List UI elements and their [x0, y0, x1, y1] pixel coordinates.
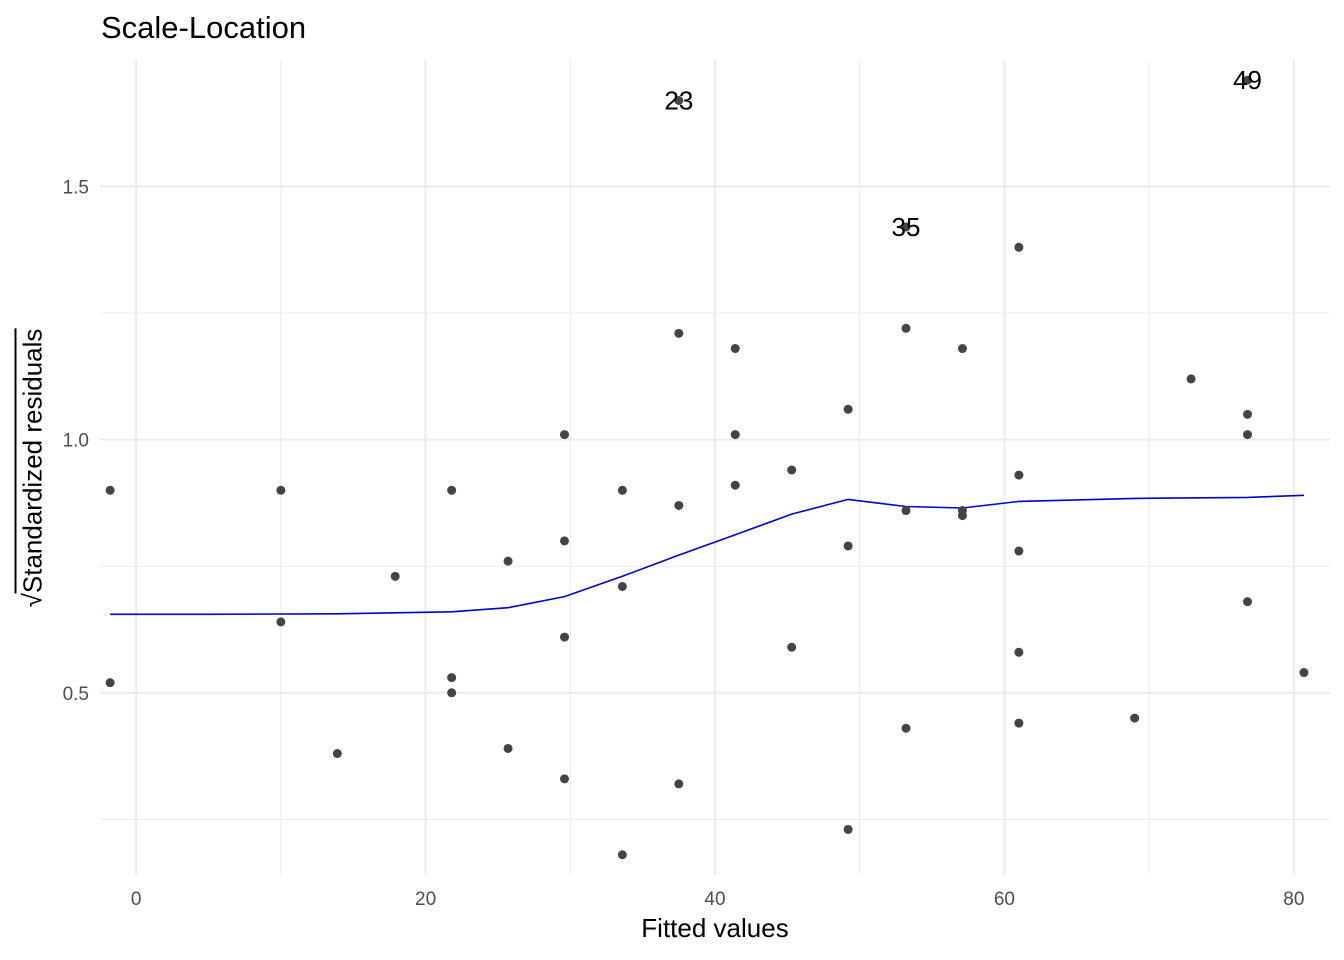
data-point	[730, 430, 740, 440]
data-point	[617, 485, 627, 495]
data-point	[503, 743, 513, 753]
data-point	[276, 485, 286, 495]
data-point	[105, 485, 115, 495]
point-labels-layer: 23 35 49	[664, 65, 1262, 242]
data-point	[560, 632, 570, 642]
data-point	[957, 344, 967, 354]
data-point	[843, 824, 853, 834]
data-point	[390, 571, 400, 581]
data-point	[1243, 409, 1253, 419]
data-point	[560, 536, 570, 546]
data-point	[730, 480, 740, 490]
point-label: 49	[1233, 65, 1262, 95]
data-point	[560, 774, 570, 784]
y-axis-label-container: √Standardized residuals	[10, 60, 56, 875]
data-point	[1014, 718, 1024, 728]
data-point	[843, 541, 853, 551]
y-tick-label: 1.5	[63, 178, 89, 199]
data-point	[1243, 430, 1253, 440]
data-point	[674, 500, 684, 510]
data-point	[901, 723, 911, 733]
data-point	[843, 404, 853, 414]
x-tick-label: 20	[415, 889, 436, 910]
point-label: 23	[664, 85, 693, 115]
data-point	[447, 485, 457, 495]
data-point	[674, 95, 684, 105]
data-point	[332, 749, 342, 759]
data-point	[105, 678, 115, 688]
data-point	[730, 344, 740, 354]
data-point	[447, 688, 457, 698]
data-point	[1243, 75, 1253, 85]
data-point	[1014, 647, 1024, 657]
x-tick-label: 0	[131, 889, 142, 910]
x-tick-label: 80	[1283, 889, 1304, 910]
data-point	[1186, 374, 1196, 384]
data-point	[787, 642, 797, 652]
y-tick-label: 0.5	[63, 684, 89, 705]
data-point	[674, 779, 684, 789]
data-point	[1130, 713, 1140, 723]
x-tick-labels: 0 20 40 60 80	[131, 889, 1305, 910]
x-axis-label: Fitted values	[641, 913, 789, 943]
data-point	[787, 465, 797, 475]
points-layer	[105, 75, 1309, 860]
major-gridlines	[100, 60, 1330, 875]
x-tick-label: 40	[704, 889, 725, 910]
data-point	[503, 556, 513, 566]
data-point	[1243, 597, 1253, 607]
point-label: 35	[892, 212, 921, 242]
y-axis-label-text: Standardized residuals	[14, 328, 48, 593]
y-axis-label: √Standardized residuals	[14, 328, 49, 607]
data-point	[957, 511, 967, 521]
data-point	[901, 506, 911, 516]
data-point	[617, 850, 627, 860]
data-point	[1014, 242, 1024, 252]
data-point	[901, 222, 911, 232]
y-tick-label: 1.0	[63, 431, 89, 452]
sqrt-symbol: √	[17, 592, 48, 607]
smooth-line-layer	[110, 494, 1305, 616]
data-point	[1014, 470, 1024, 480]
data-point	[560, 430, 570, 440]
data-point	[617, 581, 627, 591]
data-point	[674, 328, 684, 338]
data-point	[1014, 546, 1024, 556]
smooth-line	[110, 494, 1305, 616]
data-point	[276, 617, 286, 627]
x-tick-label: 60	[994, 889, 1015, 910]
y-tick-labels: 0.5 1.0 1.5	[63, 178, 89, 705]
chart-title: Scale-Location	[101, 10, 307, 45]
data-point	[901, 323, 911, 333]
data-point	[1299, 668, 1309, 678]
data-point	[447, 673, 457, 683]
